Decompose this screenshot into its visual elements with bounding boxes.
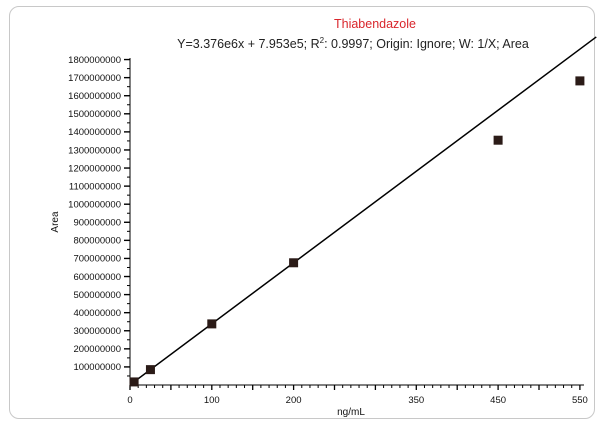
chart-title: Thiabendazole [334,17,416,31]
y-tick-label: 700000000 [73,254,121,265]
y-tick-label: 1800000000 [68,55,121,66]
y-tick-label: 1100000000 [69,181,121,192]
y-tick-label: 1200000000 [68,163,121,174]
x-axis-label: ng/mL [337,407,365,418]
data-point [145,365,155,375]
y-tick-label: 500000000 [73,290,121,301]
regression-line [129,36,597,386]
data-point [493,135,503,145]
y-tick-label: 1000000000 [68,200,121,211]
x-tick-label: 550 [572,395,588,406]
y-tick-label: 1300000000 [68,145,121,156]
y-tick-label: 400000000 [73,308,121,319]
chart-subtitle: Y=3.376e6x + 7.953e5; R2: 0.9997; Origin… [177,36,529,51]
data-point [207,319,217,329]
y-tick-label: 1400000000 [68,127,121,138]
y-tick-label: 1500000000 [68,109,121,120]
x-tick-label: 200 [286,395,302,406]
y-tick-label: 200000000 [73,344,121,355]
data-series [129,36,597,387]
x-axis: 0 100 200 350 450 550 [127,384,588,406]
y-axis: 100000000 200000000 300000000 400000000 5000… [68,55,131,385]
y-tick-label: 1600000000 [68,91,121,102]
data-point [289,258,299,268]
y-axis-label: Area [50,211,61,233]
y-tick-label: 800000000 [73,236,121,247]
y-tick-label: 300000000 [73,326,121,337]
data-point [575,76,585,86]
x-tick-label: 100 [204,395,220,406]
chart-frame [9,6,595,419]
x-tick-label: 0 [127,395,132,406]
y-tick-label: 1700000000 [68,73,121,84]
y-tick-label: 100000000 [73,362,121,373]
data-point [129,377,139,387]
y-tick-label: 900000000 [73,218,121,229]
y-tick-label: 600000000 [73,272,121,283]
x-tick-label: 450 [490,395,506,406]
x-tick-label: 350 [408,395,424,406]
